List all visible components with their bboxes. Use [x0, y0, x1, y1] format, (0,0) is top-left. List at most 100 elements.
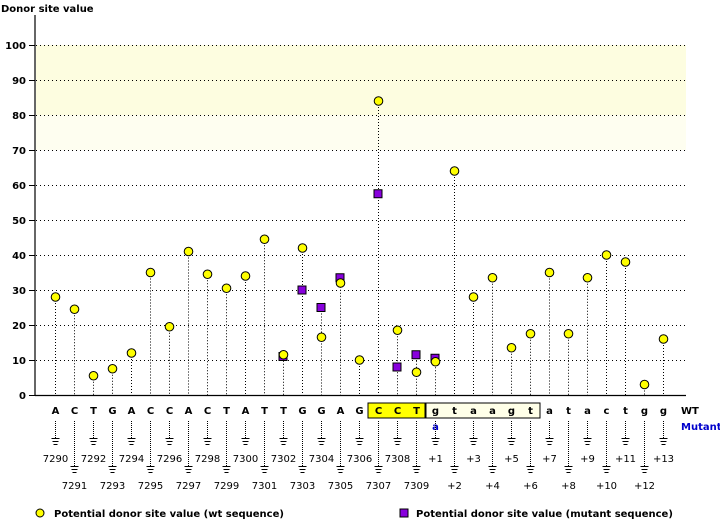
wt-point: [487, 272, 498, 283]
wt-row-label: WT: [681, 406, 699, 417]
wt-base: A: [128, 406, 136, 417]
wt-point: [544, 267, 555, 278]
mutant-point: [392, 362, 402, 372]
position-label: 7304: [309, 454, 334, 465]
position-label: 7297: [176, 481, 201, 492]
y-tick-label: 70: [12, 146, 26, 157]
position-label: 7290: [43, 454, 68, 465]
position-label: +6: [523, 481, 538, 492]
y-tick-label: 0: [19, 391, 26, 402]
wt-point: [525, 328, 536, 339]
position-label: +9: [580, 454, 595, 465]
highlight-band: [36, 115, 686, 150]
y-tick-label: 20: [12, 321, 26, 332]
position-label: +5: [504, 454, 519, 465]
wt-point: [259, 234, 270, 245]
wt-base: C: [71, 406, 78, 417]
position-label: 7296: [157, 454, 182, 465]
position-label: 7298: [195, 454, 220, 465]
wt-base: t: [528, 406, 533, 417]
position-label: 7306: [347, 454, 372, 465]
position-label: +12: [634, 481, 655, 492]
legend-wt-label: Potential donor site value (wt sequence): [54, 509, 284, 520]
y-tick-label: 50: [12, 216, 26, 227]
position-label: 7309: [404, 481, 429, 492]
wt-point: [373, 96, 384, 106]
wt-point: [392, 325, 403, 336]
wt-base: a: [489, 406, 496, 417]
wt-base: T: [261, 406, 268, 417]
position-label: +3: [466, 454, 481, 465]
y-tick-label: 10: [12, 356, 26, 367]
wt-point: [297, 243, 308, 253]
mutant-row-label: Mutant: [681, 422, 720, 433]
position-label: +4: [485, 481, 500, 492]
wt-base: C: [147, 406, 154, 417]
legend-mutant-label: Potential donor site value (mutant seque…: [416, 509, 673, 520]
wt-point: [506, 342, 517, 353]
wt-point: [240, 271, 251, 281]
wt-base: C: [394, 406, 401, 417]
position-label: 7305: [328, 481, 353, 492]
position-label: +1: [428, 454, 443, 465]
wt-point: [582, 272, 593, 283]
position-label: 7308: [385, 454, 410, 465]
wt-base: T: [90, 406, 97, 417]
wt-base: G: [355, 406, 363, 417]
position-label: 7307: [366, 481, 391, 492]
wt-base: G: [108, 406, 116, 417]
wt-point: [468, 292, 479, 302]
position-label: +11: [615, 454, 636, 465]
wt-base: C: [204, 406, 211, 417]
y-axis-title: Donor site value: [1, 4, 94, 15]
y-tick-label: 60: [12, 181, 26, 192]
wt-point: [639, 379, 650, 390]
wt-point: [183, 246, 194, 257]
position-label: 7300: [233, 454, 258, 465]
position-label: 7302: [271, 454, 296, 465]
wt-point: [335, 278, 346, 288]
wt-base: T: [280, 406, 287, 417]
mutant-point: [373, 189, 383, 199]
wt-point: [563, 328, 574, 339]
wt-base: a: [470, 406, 477, 417]
wt-point: [658, 334, 669, 344]
wt-point: [107, 363, 118, 374]
wt-base: A: [337, 406, 345, 417]
position-label: 7291: [62, 481, 87, 492]
wt-base: A: [52, 406, 60, 417]
wt-base: g: [508, 406, 515, 417]
wt-point: [69, 304, 80, 315]
wt-point: [164, 321, 175, 332]
wt-base: A: [242, 406, 250, 417]
wt-base: c: [604, 406, 610, 417]
wt-base: C: [375, 406, 382, 417]
mutant-point: [411, 350, 421, 360]
wt-base: a: [546, 406, 553, 417]
mutant-point: [316, 303, 326, 312]
wt-point: [449, 166, 460, 176]
wt-point: [316, 332, 327, 343]
wt-base: A: [185, 406, 193, 417]
y-tick-label: 40: [12, 251, 26, 262]
wt-point: [145, 267, 156, 278]
position-label: +8: [561, 481, 576, 492]
wt-point: [202, 269, 213, 280]
wt-base: g: [641, 406, 648, 417]
wt-point: [620, 257, 631, 267]
legend: Potential donor site value (wt sequence)…: [35, 508, 673, 520]
y-tick-label: 90: [12, 76, 26, 87]
position-label: +2: [447, 481, 462, 492]
position-label: 7301: [252, 481, 277, 492]
wt-base: C: [166, 406, 173, 417]
wt-point: [50, 292, 61, 302]
wt-point: [221, 283, 232, 294]
wt-base: g: [432, 406, 439, 417]
position-label: +13: [653, 454, 674, 465]
legend-wt-marker: [35, 508, 45, 518]
exon-highlight-box: [367, 402, 426, 419]
position-label: 7292: [81, 454, 106, 465]
legend-mutant-marker: [399, 508, 409, 518]
intron-box: [425, 402, 541, 419]
